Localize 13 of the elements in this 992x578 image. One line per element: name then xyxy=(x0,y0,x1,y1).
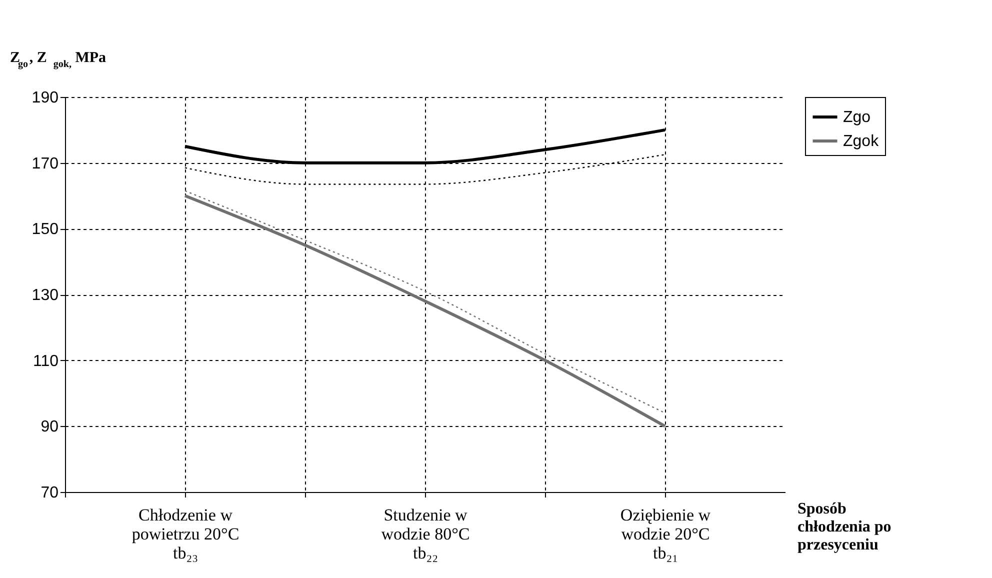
y-tick-label: 90 xyxy=(40,418,59,436)
y-tick-label: 170 xyxy=(32,155,59,172)
x-tick-label: Oziębienie w wodzie 20°C tb₂₁ xyxy=(620,506,712,562)
legend-label: Zgok xyxy=(843,133,880,150)
y-tick-label: 190 xyxy=(32,90,59,106)
y-tick-label: 110 xyxy=(32,352,59,370)
x-axis-title: Sposób chłodzenia po przesyceniu xyxy=(798,500,892,554)
y-tick-label: 130 xyxy=(32,287,59,304)
y-tick-label: 70 xyxy=(40,484,59,502)
x-tick-label: Chłodzenie w powietrzu 20°C tb₂₃ xyxy=(132,506,240,562)
y-tick-label: 150 xyxy=(32,221,59,238)
legend-label: Zgo xyxy=(843,109,871,126)
x-tick-label: Studzenie w wodzie 80°C tb₂₂ xyxy=(381,506,470,562)
